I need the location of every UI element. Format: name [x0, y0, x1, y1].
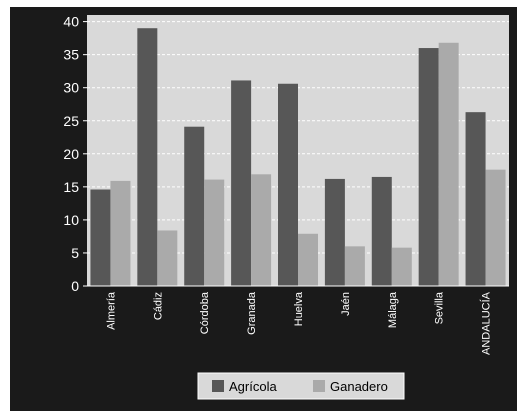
legend: Agrícola Ganadero — [197, 372, 405, 400]
x-category-label: Cádiz — [152, 292, 164, 320]
bar-agricola — [324, 178, 345, 286]
bar-agricola — [418, 48, 439, 286]
x-axis-labels: Almería Cádiz Córdoba Granada Huelva Jaén Mála… — [105, 291, 492, 355]
bar-agricola — [90, 189, 111, 286]
y-tick-label: 30 — [63, 80, 79, 96]
x-category-label: Jaén — [340, 292, 352, 316]
bar-agricola — [137, 28, 158, 286]
y-tick-label: 0 — [71, 278, 79, 294]
legend-box — [197, 372, 405, 400]
legend-label-ganadero: Ganadero — [330, 379, 388, 394]
y-tick-label: 25 — [63, 113, 79, 129]
x-category-label: Córdoba — [199, 291, 211, 334]
x-category-label: Sevilla — [434, 291, 446, 324]
bar-ganadero — [344, 246, 365, 286]
y-tick-label: 20 — [63, 146, 79, 162]
bar-agricola — [278, 83, 298, 287]
y-tick-label: 5 — [71, 245, 79, 261]
x-category-label: Almería — [105, 291, 117, 330]
bar-agricola — [371, 176, 392, 286]
bar-ganadero — [157, 230, 178, 286]
bar-agricola — [184, 126, 205, 286]
y-tick-label: 40 — [63, 14, 79, 30]
y-tick-label: 15 — [63, 179, 79, 195]
legend-swatch-agricola — [212, 380, 224, 392]
bar-ganadero — [251, 174, 272, 286]
bar-agricola — [231, 80, 252, 286]
bar-ganadero — [110, 180, 131, 286]
y-tick-label: 10 — [63, 212, 79, 228]
y-tick-label: 35 — [63, 47, 79, 63]
bar-ganadero — [391, 247, 412, 286]
x-category-label: ANDALUCÍA — [480, 291, 493, 355]
x-category-label: Málaga — [387, 291, 399, 328]
bar-ganadero — [298, 233, 318, 286]
legend-label-agricola: Agrícola — [229, 379, 277, 394]
bar-ganadero — [438, 42, 459, 287]
legend-swatch-ganadero — [313, 380, 325, 392]
bar-ganadero — [485, 169, 506, 286]
y-axis-ticks: 0 5 10 15 20 25 30 35 40 — [63, 14, 87, 294]
top-white-strip — [0, 0, 517, 7]
x-category-label: Granada — [246, 291, 258, 335]
top-left-white-strip — [0, 0, 10, 411]
x-category-label: Huelva — [293, 291, 305, 326]
bar-agricola — [465, 112, 486, 286]
bars — [90, 28, 506, 287]
bar-ganadero — [204, 179, 225, 286]
